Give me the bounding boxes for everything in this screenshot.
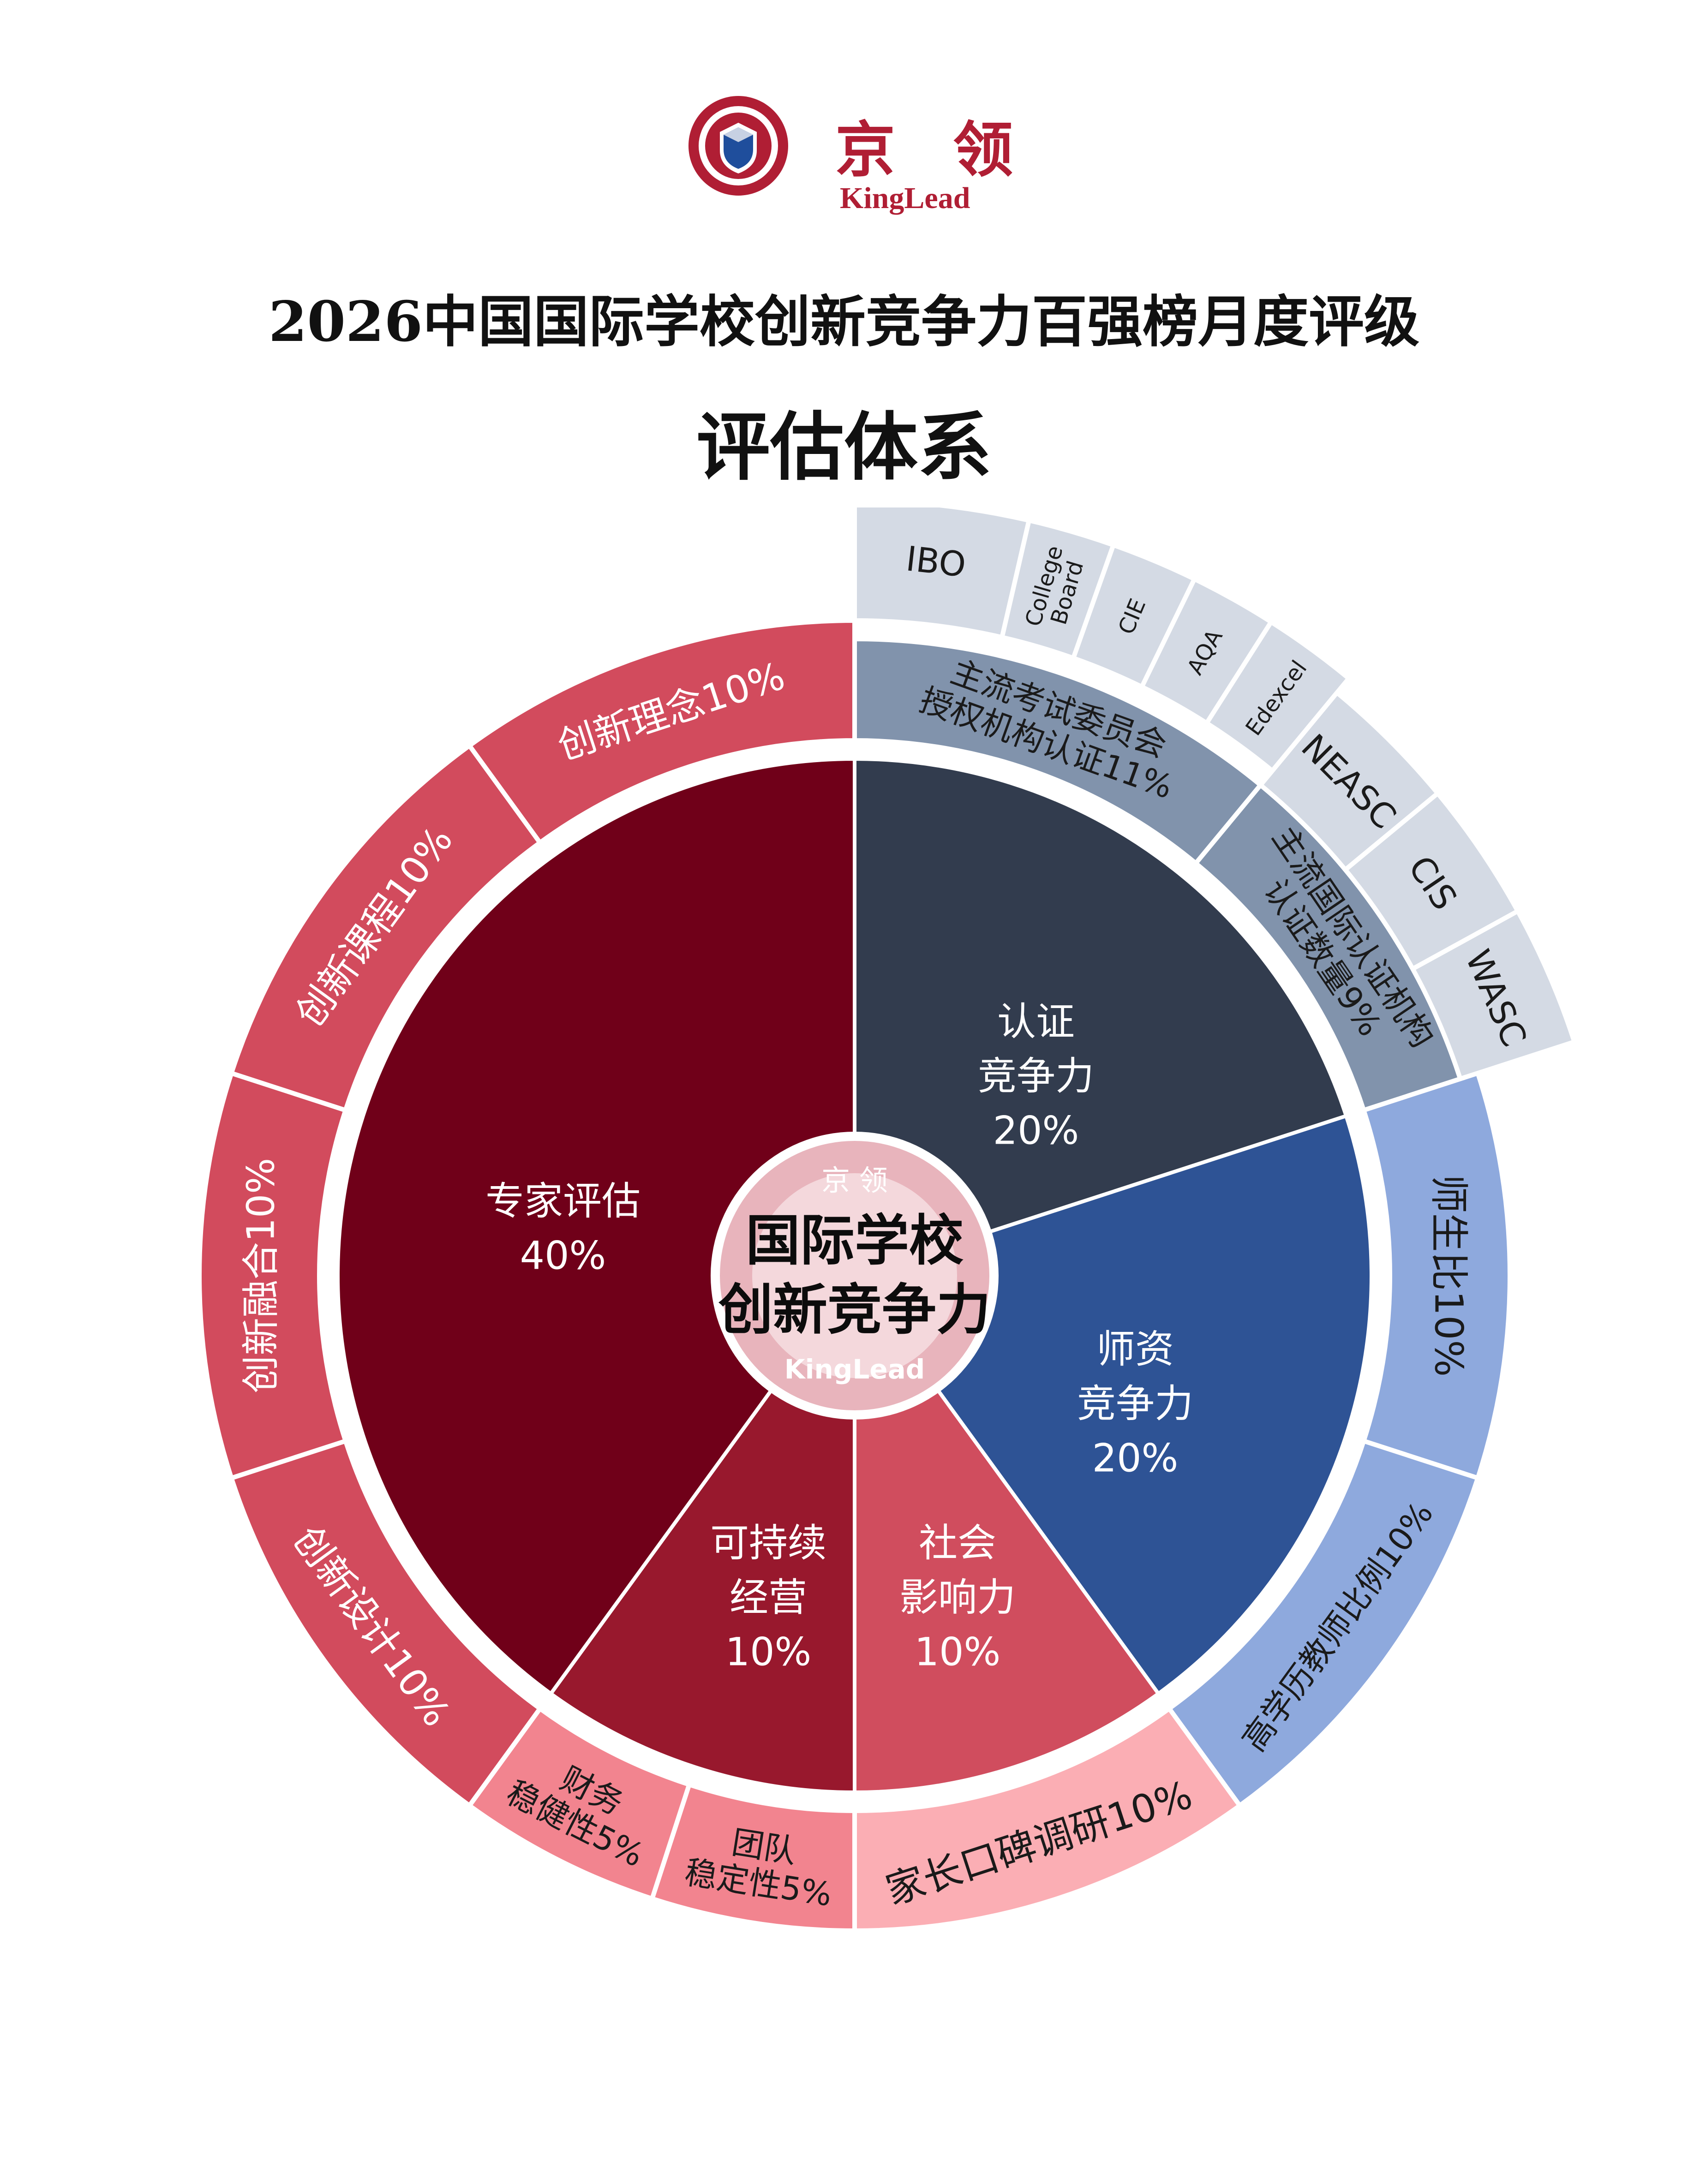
pie-label-teacher: 师资竞争力 20% xyxy=(1077,1326,1193,1480)
inner-pie-group xyxy=(336,757,1373,1795)
brand-name-cn: 京 领 xyxy=(835,114,1032,185)
pie-label-social: 社会影响力 10% xyxy=(899,1520,1016,1674)
pie-label-expert: 专家评估 40% xyxy=(485,1178,640,1278)
center-badge: 京 领 KingLead 国际学校 创新竞争力 xyxy=(711,1132,999,1420)
pie-slice-sustain xyxy=(548,1270,856,1795)
center-title-line2: 创新竞争力 xyxy=(718,1278,991,1342)
center-disc xyxy=(752,1173,957,1378)
pie-label-sustain: 可持续经营 10% xyxy=(710,1520,826,1674)
pie-slice-cert xyxy=(853,757,1349,1278)
ring-label-innovation-fusion: 创新融合10% xyxy=(239,1158,283,1393)
top-ring-label-ibo: IBO xyxy=(904,539,968,585)
center-title-line1: 国际学校 xyxy=(746,1209,964,1272)
brand-name-en: KingLead xyxy=(840,181,970,215)
evaluation-sunburst-chart: 认证竞争力 20%师资竞争力 20%社会影响力 10%可持续经营 10%专家评估 40%主… xyxy=(197,507,1578,1933)
page-subtitle: 评估体系 xyxy=(696,404,992,490)
pie-slice-social xyxy=(853,1270,1161,1795)
page-title: 2026中国国际学校创新竞争力百强榜月度评级 xyxy=(269,289,1419,354)
pie-label-cert: 认证竞争力 20% xyxy=(978,999,1094,1153)
center-badge-top-text: 京 领 xyxy=(821,1164,888,1197)
pie-slice-expert xyxy=(336,757,856,1696)
outer-ring-group xyxy=(197,618,1512,1933)
ring-label-student-teacher-ratio: 师生比10% xyxy=(1426,1175,1472,1377)
center-badge-bottom-text: KingLead xyxy=(784,1354,925,1385)
ring-segment-innovation-philosophy xyxy=(466,618,857,846)
kinglead-logo xyxy=(688,96,788,196)
